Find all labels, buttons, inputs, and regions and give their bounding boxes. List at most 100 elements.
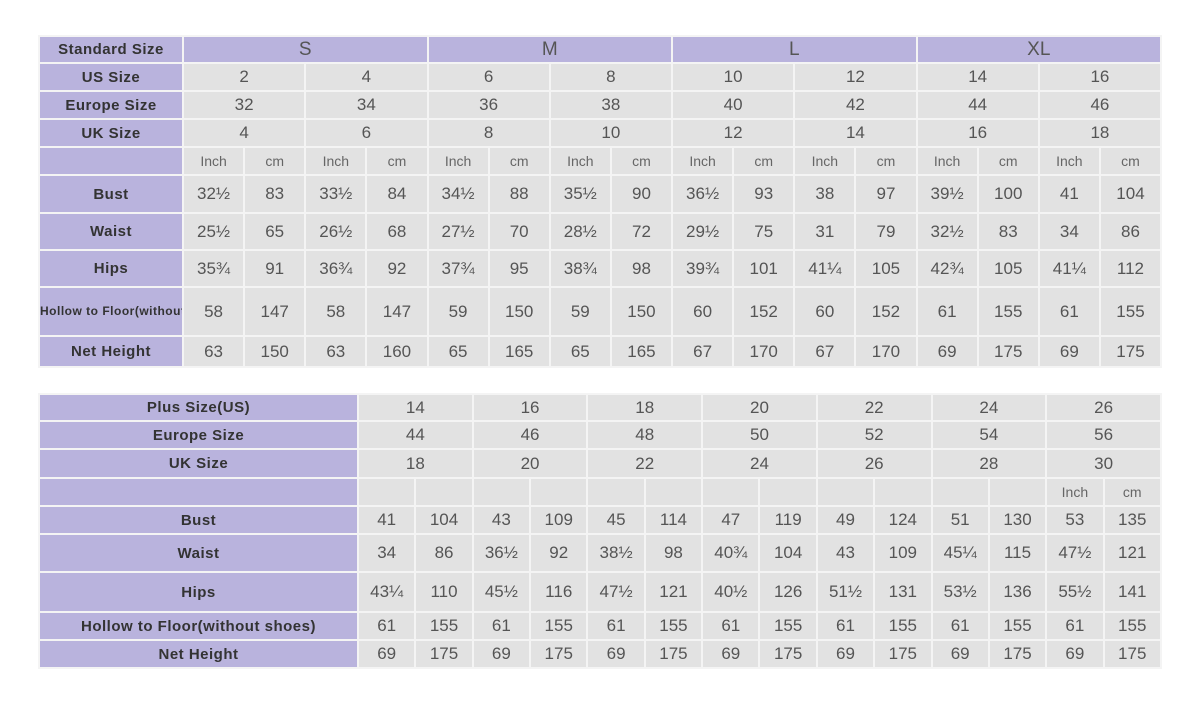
size-value: 34	[304, 90, 429, 120]
size-value: 14	[793, 118, 918, 148]
unit-label	[586, 477, 646, 507]
row-label: Bust	[38, 505, 359, 535]
size-row: Europe Size 32 34 36 38 40 42 44 46	[38, 90, 1163, 120]
measurement-value: 53	[1045, 505, 1105, 535]
size-value: 26	[815, 448, 933, 479]
measurement-value: 38¾	[548, 249, 612, 288]
unit-label	[987, 477, 1048, 507]
measurement-value: 150	[487, 286, 551, 337]
measurement-value: 86	[1098, 212, 1163, 251]
measurement-value: 155	[758, 611, 818, 641]
measurement-value: 175	[1098, 335, 1163, 368]
standard-size-table: Standard Size S M L XL US Size 2 4 6 8 10 12 14 16 Eur…	[38, 35, 1163, 368]
measurement-value: 160	[365, 335, 429, 368]
unit-label	[471, 477, 532, 507]
size-value: 20	[701, 393, 818, 422]
measurement-value: 61	[356, 611, 417, 641]
row-label: Net Height	[38, 639, 359, 669]
size-value: 26	[1045, 393, 1162, 422]
measurement-value: 70	[487, 212, 551, 251]
measurement-value: 33½	[304, 174, 368, 214]
measurement-value: 61	[930, 611, 990, 641]
size-value: 14	[357, 393, 474, 422]
size-value: 38	[548, 90, 674, 120]
size-value: 10	[671, 62, 796, 92]
measurement-value: 60	[671, 286, 735, 337]
measurement-value: 36¾	[304, 249, 368, 288]
measurement-value: 98	[643, 533, 704, 573]
measurement-value: 155	[976, 286, 1040, 337]
measurement-value: 45	[586, 505, 646, 535]
size-value: 42	[793, 90, 918, 120]
measurement-value: 155	[1098, 286, 1163, 337]
measurement-value: 51½	[815, 571, 876, 613]
measurement-value: 88	[487, 174, 551, 214]
header-row: Standard Size S M L XL	[38, 35, 1163, 64]
measurement-value: 90	[609, 174, 674, 214]
row-label: Net Height	[38, 335, 184, 368]
measurement-value: 47	[701, 505, 761, 535]
measurement-value: 97	[854, 174, 918, 214]
measurement-value: 124	[873, 505, 933, 535]
measurement-value: 39¾	[671, 249, 735, 288]
measurement-value: 155	[643, 611, 704, 641]
measurement-value: 75	[732, 212, 796, 251]
row-label: UK Size	[38, 118, 184, 148]
measurement-value: 147	[365, 286, 429, 337]
measurement-value: 131	[873, 571, 933, 613]
measurement-value: 37¾	[426, 249, 490, 288]
size-value: 20	[471, 448, 589, 479]
size-value: 4	[181, 118, 307, 148]
unit-label	[758, 477, 818, 507]
measurement-value: 79	[854, 212, 918, 251]
measurement-value: 32½	[915, 212, 979, 251]
measurement-value: 155	[873, 611, 933, 641]
measurement-value: 38	[793, 174, 857, 214]
measurement-value: 175	[976, 335, 1040, 368]
measurement-value: 69	[815, 639, 876, 669]
measurement-value: 29½	[671, 212, 735, 251]
unit-label	[529, 477, 589, 507]
measurement-value: 115	[987, 533, 1048, 573]
measurement-value: 92	[365, 249, 429, 288]
measurement-value: 58	[181, 286, 246, 337]
measurement-value: 170	[854, 335, 918, 368]
measurement-value: 59	[548, 286, 612, 337]
size-value: 44	[915, 90, 1040, 120]
size-row: Plus Size(US) 14 16 18 20 22 24 26	[38, 393, 1162, 422]
measurement-value: 100	[976, 174, 1040, 214]
unit-label: Inch	[671, 146, 735, 176]
measurement-value: 34½	[426, 174, 490, 214]
measurement-value: 63	[304, 335, 368, 368]
measurement-value: 53½	[930, 571, 990, 613]
measurement-value: 121	[643, 571, 704, 613]
size-value: 46	[471, 420, 589, 450]
measurement-value: 170	[732, 335, 796, 368]
measurement-value: 51	[930, 505, 990, 535]
measurement-value: 39½	[915, 174, 979, 214]
measurement-value: 45¼	[930, 533, 990, 573]
unit-label: Inch	[181, 146, 246, 176]
size-value: 32	[181, 90, 307, 120]
measurement-value: 36½	[471, 533, 532, 573]
size-value: 22	[815, 393, 933, 422]
measurement-value: 28½	[548, 212, 612, 251]
size-value: 18	[586, 393, 704, 422]
measurement-value: 95	[487, 249, 551, 288]
measurement-value: 155	[529, 611, 589, 641]
measurement-value: 175	[529, 639, 589, 669]
measurement-value: 41	[1037, 174, 1101, 214]
measurement-value: 175	[1102, 639, 1162, 669]
measurement-row: Hips 35¾ 91 36¾ 92 37¾ 95 38¾ 98 39¾ 101 41¼ 105 42¾ 1…	[38, 249, 1163, 288]
measurement-row: Bust 32½ 83 33½ 84 34½ 88 35½ 90 36½ 93 38 97 39½ 100 4…	[38, 174, 1163, 214]
measurement-row: Waist 34 86 36½ 92 38½ 98 40¾ 104 43 109 45¼ 115 47½ 1…	[38, 533, 1162, 573]
unit-label: Inch	[1037, 146, 1101, 176]
measurement-value: 61	[471, 611, 532, 641]
unit-label: Inch	[1045, 477, 1105, 507]
unit-label: cm	[1102, 477, 1162, 507]
measurement-value: 25½	[181, 212, 246, 251]
unit-label	[356, 477, 417, 507]
measurement-value: 61	[586, 611, 646, 641]
measurement-value: 84	[365, 174, 429, 214]
measurement-value: 63	[181, 335, 246, 368]
